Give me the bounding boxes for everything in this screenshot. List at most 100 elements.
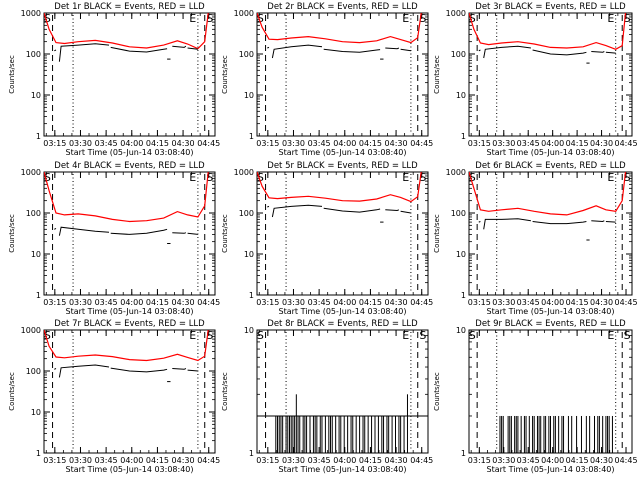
panel-det-8: Det 8r BLACK = Events, RED = LLD 10 1 Count… [221,319,433,474]
y-axis-label: Counts/sec [433,55,441,94]
series-events-segment [323,48,381,53]
y-tick-label: 1 [36,449,41,458]
marker-s: S [469,12,476,25]
plot-frame [256,12,429,137]
x-tick-label: 03:15 [43,298,66,307]
x-tick-label: 04:00 [120,456,143,465]
x-tick-label: 04:15 [566,139,589,148]
marker-s-2: S [206,12,213,25]
marker-s: S [257,171,264,184]
panel-title: Det 4r BLACK = Events, RED = LLD [54,161,205,171]
y-tick-label: 1000 [446,9,466,18]
x-tick-label: 04:30 [385,298,408,307]
plot-frame [468,171,633,296]
series-events-segment [605,51,616,54]
x-axis-label: Start Time (05-Jun-14 03:08:40) [66,307,194,316]
x-tick-label: 03:45 [95,456,118,465]
y-tick-label: 10 [456,91,466,100]
y-axis-ticks: 1000 100 10 1 [234,9,428,141]
x-axis-ticks: 03:15 03:30 03:45 04:00 04:15 04:30 04:45 [468,330,638,465]
panel-det-6: Det 6r BLACK = Events, RED = LLD 1000 100 1… [433,161,638,316]
x-tick-label: 04:45 [614,298,637,307]
x-tick-label: 04:45 [614,139,637,148]
series-events-segment [187,369,198,372]
panel-det-7: Det 7r BLACK = Events, RED = LLD10001001… [8,319,220,474]
x-axis-label: Start Time (05-Jun-14 03:08:40) [66,148,194,157]
y-tick-label: 1 [36,132,41,141]
panel-title: Det 1r BLACK = Events, RED = LLD [54,2,205,12]
x-axis-ticks: 03:15 03:30 03:45 04:00 04:15 04:30 04:45 [43,172,220,307]
x-tick-label: 03:15 [256,139,279,148]
y-tick-label: 100 [451,50,466,59]
x-tick-label: 04:45 [410,298,433,307]
x-tick-label: 04:15 [146,456,169,465]
marker-s: S [469,329,476,342]
series-events-segment [54,227,57,230]
x-tick-label: 04:45 [614,456,637,465]
y-tick-label: 1000 [234,9,254,18]
y-tick-label: 1 [461,449,466,458]
marker-e: E [402,12,409,25]
y-tick-label: 1 [36,291,41,300]
series-lld-line [257,172,422,203]
x-tick-label: 03:30 [282,298,305,307]
y-tick-label: 1 [461,132,466,141]
plot-frame [468,12,633,137]
series-events-segment [110,46,168,53]
x-axis-ticks: 03:15 03:30 03:45 04:00 04:15 04:30 04:45 [468,13,638,148]
x-tick-label: 04:00 [333,456,356,465]
series-events-segment [54,368,57,370]
y-tick-label: 1 [461,291,466,300]
panel-title: Det 5r BLACK = Events, RED = LLD [267,161,418,171]
x-tick-label: 04:30 [172,298,195,307]
y-tick-label: 10 [244,326,254,335]
y-axis-label: Counts/sec [8,372,16,411]
series-events-segment [172,45,187,48]
series-events-segment [172,232,187,234]
x-axis-label: Start Time (05-Jun-14 03:08:40) [279,148,407,157]
x-tick-label: 04:15 [146,298,169,307]
y-axis-label: Counts/sec [221,372,229,411]
marker-e: E [607,329,614,342]
y-tick-label: 1 [249,132,254,141]
x-axis-label: Start Time (05-Jun-14 03:08:40) [487,307,615,316]
marker-s-2: S [624,12,631,25]
plot-area [257,172,422,223]
y-axis-label: Counts/sec [433,214,441,253]
x-tick-label: 03:30 [69,456,92,465]
y-axis-label: Counts/sec [8,55,16,94]
y-tick-label: 100 [239,209,254,218]
plot-frame [43,12,216,137]
panel-title: Det 8r BLACK = Events, RED = LLD [267,319,418,329]
x-tick-label: 04:15 [566,456,589,465]
series-events-segment [187,47,198,50]
series-events-segment [58,43,110,62]
x-tick-label: 04:45 [410,456,433,465]
series-lld-line [257,13,422,44]
marker-s: S [44,171,51,184]
y-tick-label: 10 [456,250,466,259]
marker-s-2: S [624,329,631,342]
x-axis-ticks: 03:15 03:30 03:45 04:00 04:15 04:30 04:45 [43,13,220,148]
y-tick-label: 10 [456,326,466,335]
x-tick-label: 03:45 [95,298,118,307]
panel-det-1: Det 1r BLACK = Events, RED = LLD10001001… [8,2,220,157]
x-tick-label: 03:15 [256,298,279,307]
y-tick-label: 100 [451,209,466,218]
x-tick-label: 03:15 [468,139,491,148]
series-events-segment [271,44,323,59]
marker-s: S [44,329,51,342]
y-axis-label: Counts/sec [221,214,229,253]
x-axis-label: Start Time (05-Jun-14 03:08:40) [487,465,615,474]
series-events-segment [267,205,270,208]
series-events-segment [591,220,605,223]
plot-area [257,13,422,60]
x-tick-label: 03:30 [282,456,305,465]
x-tick-label: 03:15 [43,456,66,465]
plot-area [257,394,428,453]
y-tick-label: 10 [244,250,254,259]
y-axis-ticks: 1000 100 10 1 [234,168,428,300]
x-tick-label: 03:45 [95,139,118,148]
x-tick-label: 04:00 [541,456,564,465]
